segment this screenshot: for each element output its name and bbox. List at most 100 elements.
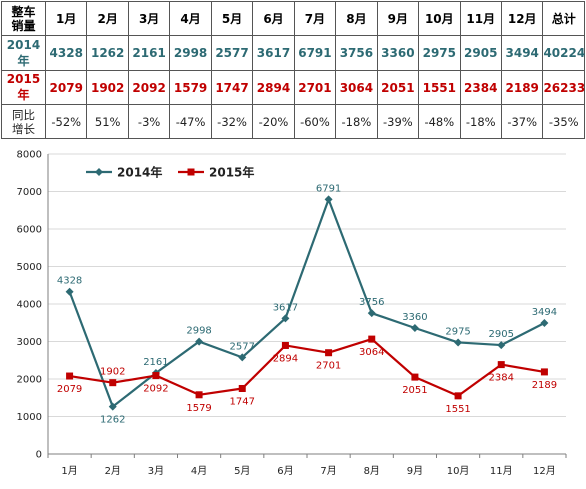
data-point-diamond xyxy=(281,314,290,323)
legend-label: 2014年 xyxy=(117,165,162,180)
x-tick-label: 1月 xyxy=(61,465,77,477)
x-tick-label: 10月 xyxy=(447,465,470,477)
row-label-growth: 同比 增长 xyxy=(1,104,46,139)
legend-label: 2015年 xyxy=(209,165,254,180)
y-tick-label: 0 xyxy=(36,450,42,461)
data-label: 2051 xyxy=(402,385,427,396)
data-label: 1902 xyxy=(100,367,125,378)
data-label: 2894 xyxy=(273,353,298,364)
table-cell: 3756 xyxy=(335,35,378,71)
data-point-diamond xyxy=(324,195,333,204)
data-point-diamond xyxy=(238,353,247,362)
header-cell: 9月 xyxy=(376,1,420,36)
y-tick-label: 6000 xyxy=(17,225,42,236)
data-label: 1551 xyxy=(445,404,470,415)
data-point-diamond xyxy=(454,338,463,347)
header-cell: 总计 xyxy=(542,1,585,36)
growth-cell: -39% xyxy=(376,104,420,139)
x-tick-label: 8月 xyxy=(364,465,380,477)
data-point-diamond xyxy=(108,402,117,411)
table-cell: 2905 xyxy=(459,35,502,71)
row-label-2014: 2014年 xyxy=(1,35,46,71)
table-cell: 4328 xyxy=(44,35,88,71)
data-label: 3360 xyxy=(402,312,427,323)
data-label: 2701 xyxy=(316,361,341,372)
table-cell: 1902 xyxy=(86,70,129,105)
y-tick-label: 1000 xyxy=(17,412,42,423)
y-tick-label: 8000 xyxy=(17,150,42,161)
table-cell: 1747 xyxy=(210,70,254,105)
growth-cell-total: -35% xyxy=(542,104,585,139)
data-label: 2079 xyxy=(57,384,82,395)
x-tick-label: 4月 xyxy=(191,465,207,477)
x-tick-label: 2月 xyxy=(105,465,121,477)
table-cell: 2189 xyxy=(500,70,544,105)
header-cell: 2月 xyxy=(86,1,129,36)
data-label: 6791 xyxy=(316,183,341,194)
corner-cell: 整车 销量 xyxy=(1,1,46,36)
x-tick-label: 3月 xyxy=(148,465,164,477)
table-cell: 3064 xyxy=(335,70,378,105)
header-cell: 8月 xyxy=(335,1,378,36)
table-cell-total: 40224 xyxy=(542,35,585,71)
x-tick-label: 9月 xyxy=(407,465,423,477)
data-label: 3617 xyxy=(273,302,298,313)
data-label: 2577 xyxy=(230,341,255,352)
corner-label-top: 整车 xyxy=(11,4,36,19)
data-point-square xyxy=(368,335,376,343)
growth-cell: -48% xyxy=(418,104,461,139)
data-point-diamond xyxy=(540,318,549,327)
data-point-square xyxy=(238,384,246,392)
growth-cell: -60% xyxy=(293,104,337,139)
growth-cell: 51% xyxy=(86,104,129,139)
table-cell: 1262 xyxy=(86,35,129,71)
growth-cell: -37% xyxy=(500,104,544,139)
y-tick-label: 3000 xyxy=(17,337,42,348)
data-point-square xyxy=(325,349,333,357)
table-row-2014: 2014年 4328 1262 2161 2998 2577 3617 6791… xyxy=(1,35,585,71)
data-label: 4328 xyxy=(57,276,82,287)
data-label: 2384 xyxy=(489,373,514,384)
header-cell: 7月 xyxy=(293,1,337,36)
growth-cell: -18% xyxy=(459,104,502,139)
growth-label-bottom: 增长 xyxy=(12,121,35,136)
table-cell: 3360 xyxy=(376,35,420,71)
table-row-2015: 2015年 2079 1902 2092 1579 1747 2894 2701… xyxy=(1,70,585,105)
data-label: 1579 xyxy=(186,403,211,414)
header-cell: 5月 xyxy=(210,1,254,36)
y-tick-label: 2000 xyxy=(17,375,42,386)
data-point-square xyxy=(454,392,462,400)
header-cell: 4月 xyxy=(169,1,212,36)
data-point-square xyxy=(497,361,505,369)
table-row-growth: 同比 增长 -52% 51% -3% -47% -32% -20% -60% -… xyxy=(1,104,585,139)
data-point-square xyxy=(109,379,117,387)
growth-cell: -32% xyxy=(210,104,254,139)
data-label: 2998 xyxy=(186,326,211,337)
table-cell: 3494 xyxy=(500,35,544,71)
table-cell: 2161 xyxy=(127,35,171,71)
growth-cell: -3% xyxy=(127,104,171,139)
sales-line-chart: 0 1000 2000 3000 4000 5000 6000 7000 8000 1月 2月 3月 4… xyxy=(17,150,567,477)
y-tick-label: 5000 xyxy=(17,262,42,273)
data-point-square xyxy=(411,373,419,381)
data-point-square xyxy=(66,372,74,380)
header-cell: 12月 xyxy=(500,1,544,36)
data-label: 2905 xyxy=(489,329,514,340)
growth-cell: -52% xyxy=(44,104,88,139)
table-cell: 2894 xyxy=(252,70,295,105)
table-cell: 2998 xyxy=(169,35,212,71)
series-line-2015年 xyxy=(69,338,545,397)
header-cell: 3月 xyxy=(127,1,171,36)
legend-marker-square xyxy=(187,168,195,176)
table-cell: 2051 xyxy=(376,70,420,105)
header-cell: 6月 xyxy=(252,1,295,36)
x-tick-label: 12月 xyxy=(533,465,556,477)
sales-table: 整车 销量 1月 2月 3月 4月 5月 6月 7月 8月 9月 10月 11月… xyxy=(1,1,585,139)
data-label: 2092 xyxy=(143,384,168,395)
table-cell-total: 26233 xyxy=(542,70,585,105)
table-cell: 2079 xyxy=(44,70,88,105)
growth-label-top: 同比 xyxy=(12,107,35,122)
table-cell: 2577 xyxy=(210,35,254,71)
data-point-square xyxy=(281,341,289,349)
x-tick-label: 5月 xyxy=(234,465,250,477)
